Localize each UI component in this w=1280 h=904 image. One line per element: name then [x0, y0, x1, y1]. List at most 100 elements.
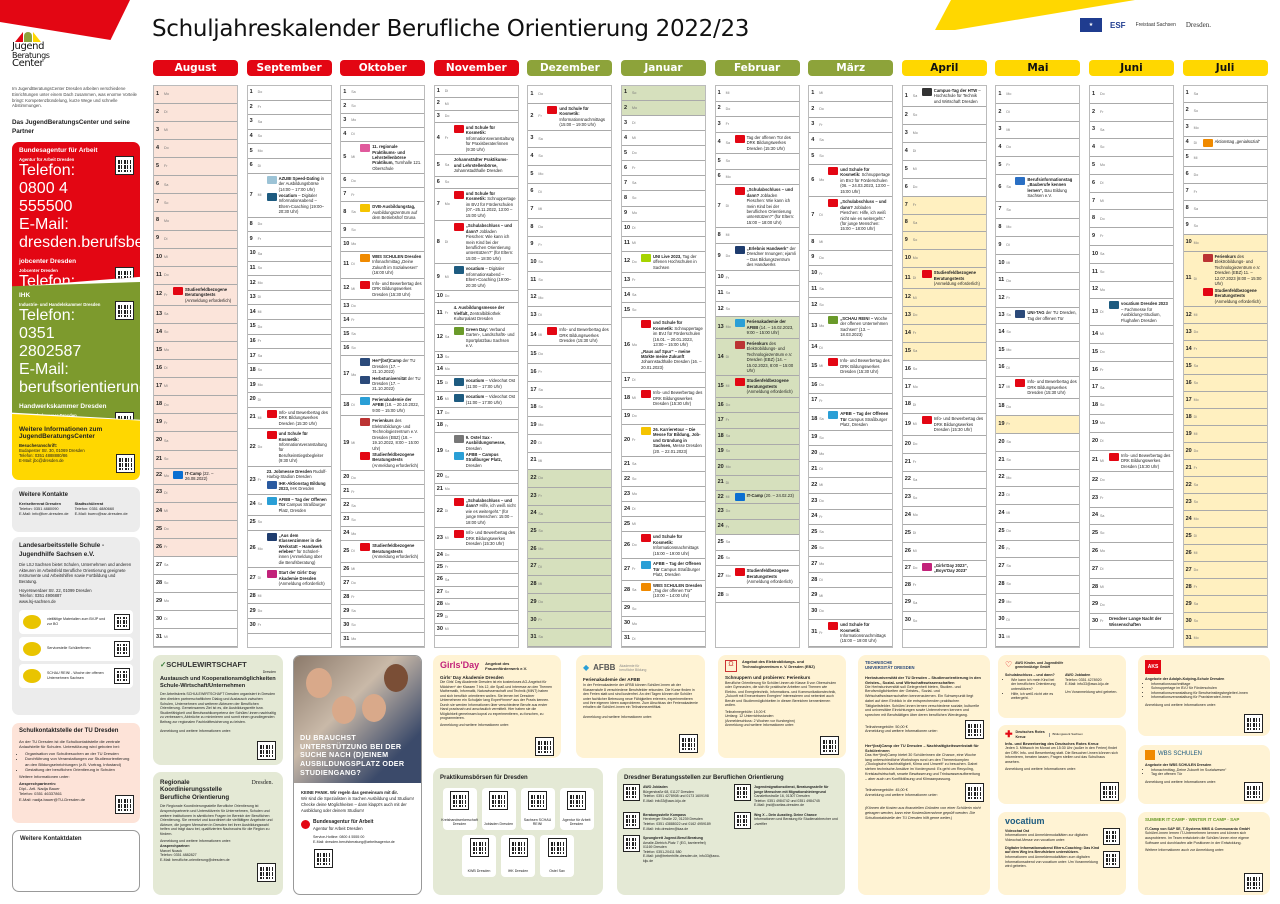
day-row[interactable]: 21 Fr: [902, 454, 986, 472]
qr-code[interactable]: [489, 791, 508, 811]
event[interactable]: Info- und Bewerbertag des DRK Bildungswe…: [547, 327, 609, 343]
day-row[interactable]: 24 Do: [434, 550, 518, 562]
day-row[interactable]: 24 Mo: [902, 507, 986, 526]
day-row[interactable]: 13 Di: [528, 307, 612, 326]
day-row[interactable]: 7 Fr: [1183, 184, 1267, 201]
qr-code[interactable]: [116, 454, 135, 473]
event[interactable]: Aktionstag „genialsozial“: [1202, 139, 1265, 147]
day-row[interactable]: 17 Fr: [809, 394, 893, 410]
ba-email[interactable]: E-Mail: dresden.berufsberatung@arbeitsag…: [313, 840, 395, 845]
event[interactable]: Studienfeldbezogene Beratungstests (Anme…: [921, 270, 984, 286]
qr-code[interactable]: [314, 849, 333, 869]
day-row[interactable]: 9 Di: [996, 237, 1080, 255]
day-row[interactable]: 29 Do: [1090, 596, 1173, 615]
day-row[interactable]: 29 So: [622, 602, 705, 617]
qr-code[interactable]: [114, 613, 130, 630]
day-row[interactable]: 10 Sa: [528, 254, 612, 272]
event[interactable]: Info- und Bewerbertag des DRK Bildungswe…: [828, 358, 890, 374]
day-row[interactable]: 14 Mi Info- und Bewerbertag des DRK Bildun…: [528, 325, 612, 347]
day-row[interactable]: 11 Do: [154, 266, 237, 285]
event[interactable]: vocatium – Digitaler Informationsabend –…: [266, 193, 329, 215]
day-row[interactable]: 16 So: [1183, 375, 1267, 393]
month-header-märz[interactable]: März: [808, 60, 894, 76]
qr-code[interactable]: [820, 736, 839, 755]
day-row[interactable]: 22 Mo IT-Camp (22. – 26.08.2022): [154, 468, 237, 485]
day-row[interactable]: 19 Mo: [247, 379, 331, 394]
day-row[interactable]: 11 Sa: [809, 282, 893, 299]
event[interactable]: Info- und Bewerbertag des DRK Bildungswe…: [641, 390, 703, 406]
day-row[interactable]: 1 Mo: [154, 86, 237, 105]
day-row[interactable]: 13 Mo „SCHAU REIN! – Woche der offenen Unt…: [809, 314, 893, 341]
partner-email[interactable]: E-Mail: dresden.berufsberatung@arbeitsag…: [19, 216, 140, 251]
day-row[interactable]: 21 Mi: [528, 453, 612, 471]
day-row[interactable]: 6 Do: [341, 174, 425, 189]
event[interactable]: AFBB – Tag der Offenen Tür Campus Straßb…: [828, 411, 890, 427]
day-row[interactable]: 8 So: [622, 191, 705, 207]
day-row[interactable]: 20 Di: [247, 393, 331, 408]
day-row[interactable]: 31 Sa: [528, 629, 612, 647]
day-row[interactable]: 16 Do: [715, 397, 799, 414]
day-row[interactable]: 14 So: [996, 324, 1080, 342]
day-row[interactable]: 2 Do: [715, 102, 799, 118]
day-row[interactable]: 5 Mo: [247, 144, 331, 160]
day-row[interactable]: 7 Fr: [341, 188, 425, 203]
event[interactable]: 26. Karrieretour – Die Messe für Bildung…: [641, 426, 703, 454]
qr-code[interactable]: [450, 791, 469, 811]
event[interactable]: „Erlebnis Handwerk“ der Dresdner Innunge…: [734, 245, 797, 268]
event[interactable]: Green Day: Verband Garten-, Landschafts-…: [453, 326, 516, 349]
day-row[interactable]: 25 Do: [154, 520, 237, 539]
day-row[interactable]: 25 Di: [1183, 528, 1267, 546]
day-row[interactable]: 21 Mi Info- und Bewerbertag des DRK Bildun…: [247, 408, 331, 430]
day-row[interactable]: 30 Di: [154, 611, 237, 630]
month-header-september[interactable]: September: [246, 60, 332, 76]
day-row[interactable]: 16 Fr: [1090, 362, 1173, 380]
day-row[interactable]: 15 Mi Info- und Bewerbertag des DRK Bildun…: [809, 356, 893, 378]
partner-email[interactable]: E-Mail: berufsorientierung@dresden.ihk.d…: [19, 361, 270, 396]
day-row[interactable]: 5 So: [809, 149, 893, 165]
day-row[interactable]: 24 Fr: [809, 510, 893, 526]
day-row[interactable]: 14 Fr: [341, 314, 425, 329]
day-row[interactable]: 8 Mi: [715, 228, 799, 244]
day-row[interactable]: 5 So: [715, 154, 799, 170]
day-row[interactable]: 25 Di: [902, 525, 986, 543]
day-row[interactable]: 6 Do: [1183, 167, 1267, 184]
event[interactable]: „Schulabschluss – und dann? Jobladen Pie…: [453, 223, 516, 261]
day-row[interactable]: 16 Mi vocatium – Videochat Ost (11:00 – 17…: [434, 392, 518, 409]
day-row[interactable]: 22 Do: [528, 470, 612, 488]
day-row[interactable]: 27 Do: [341, 577, 425, 591]
day-row[interactable]: 8 Di „Schulabschluss – und dann? Jobladen …: [434, 221, 518, 265]
day-row[interactable]: 6 Sa Berufsinformationstag „Bauberufe kenn…: [996, 175, 1080, 202]
day-row[interactable]: 3 Mi: [996, 122, 1080, 140]
qr-code[interactable]: [623, 835, 640, 853]
day-row[interactable]: 16 So: [902, 361, 986, 379]
qr-code[interactable]: [1103, 827, 1120, 845]
day-row[interactable]: 26 Mi: [902, 543, 986, 561]
event[interactable]: UNI Live 2023, Tag der offenen Hochschul…: [641, 253, 703, 270]
day-row[interactable]: 8 Mo: [996, 219, 1080, 238]
day-row[interactable]: 7 Di „Schulabschluss – und dann? Jobladen …: [809, 197, 893, 235]
day-row[interactable]: 26 Mi: [341, 563, 425, 577]
day-row[interactable]: 9 So: [1183, 218, 1267, 235]
day-row[interactable]: 12 So: [809, 298, 893, 314]
day-row[interactable]: 12 Mi: [902, 289, 986, 308]
day-row[interactable]: 6 Fr: [622, 161, 705, 177]
day-row[interactable]: 25 So: [1090, 525, 1173, 544]
day-row[interactable]: 25 Do: [996, 523, 1080, 541]
day-row[interactable]: 17 Mo: [902, 379, 986, 397]
day-row[interactable]: 28 So: [996, 576, 1080, 594]
day-row[interactable]: 16 Di: [154, 360, 237, 379]
day-row[interactable]: 23 Fr 23. Jobmesse Dresden Rudolf-Harbig-S…: [247, 467, 331, 495]
day-row[interactable]: 29 Mi: [809, 588, 893, 605]
praktikumsboerse-card[interactable]: Agentur für Arbeit Dresden: [559, 788, 594, 831]
day-row[interactable]: 6 Di: [247, 159, 331, 174]
event[interactable]: IHK-Aktionstag Bildung 2023, IHK Dresden: [266, 480, 329, 492]
day-row[interactable]: 21 So: [996, 452, 1080, 470]
day-row[interactable]: 9 Mi vocatium – Digitaler Informationsaben…: [434, 264, 518, 292]
day-row[interactable]: 30 Do: [809, 604, 893, 621]
qr-code[interactable]: [1244, 873, 1263, 892]
day-row[interactable]: 4 Do: [996, 139, 1080, 157]
day-row[interactable]: 18 Do: [154, 396, 237, 415]
day-row[interactable]: 4 So: [1090, 139, 1173, 158]
event[interactable]: AFBB – Tag der Offenen Tür Campus Straßb…: [266, 496, 329, 513]
event[interactable]: „Schulabschluss – und dann? Jobladen Pie…: [734, 187, 797, 225]
